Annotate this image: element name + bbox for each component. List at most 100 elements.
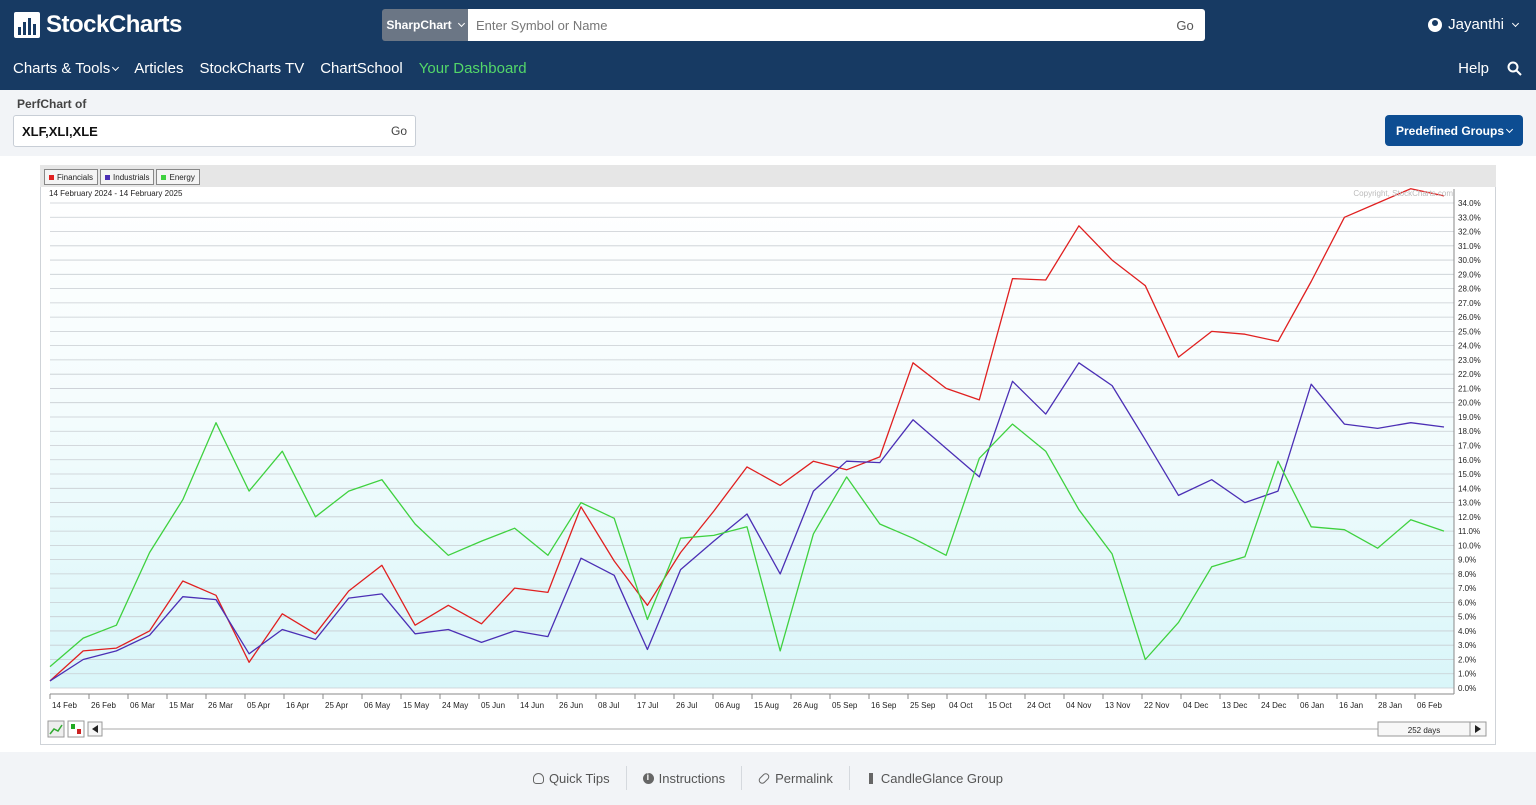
user-menu[interactable]: Jayanthi <box>1428 16 1520 33</box>
predefined-groups-button[interactable]: Predefined Groups <box>1385 115 1523 146</box>
x-tick-label: 26 Mar <box>208 701 233 710</box>
y-tick-label: 7.0% <box>1458 584 1476 593</box>
x-tick-label: 25 Sep <box>910 701 936 710</box>
x-tick-label: 05 Sep <box>832 701 858 710</box>
x-tick-label: 14 Feb <box>52 701 77 710</box>
x-tick-label: 16 Jan <box>1339 701 1363 710</box>
user-icon <box>1428 17 1443 32</box>
x-tick-label: 26 Feb <box>91 701 116 710</box>
perf-chart[interactable]: 0.0% 1.0% 2.0% 3.0% 4.0% 5.0% 6.0% 7.0% 8.0% 9.0%… <box>40 165 1496 745</box>
x-tick-label: 28 Jan <box>1378 701 1402 710</box>
perfchart-go-button[interactable]: Go <box>390 124 407 138</box>
chart-grid <box>50 189 1455 695</box>
series-line-financials <box>49 188 1445 682</box>
perfchart-label: PerfChart of <box>17 97 87 111</box>
x-tick-label: 15 Oct <box>988 701 1012 710</box>
x-tick-label: 15 May <box>403 701 429 710</box>
legend-industrials[interactable]: Industrials <box>100 169 155 185</box>
y-tick-label: 13.0% <box>1458 499 1481 508</box>
x-tick-label: 05 Jun <box>481 701 505 710</box>
y-tick-label: 28.0% <box>1458 285 1481 294</box>
logo[interactable]: StockCharts <box>14 10 182 40</box>
x-tick-label: 04 Oct <box>949 701 973 710</box>
y-tick-label: 30.0% <box>1458 256 1481 265</box>
y-tick-label: 9.0% <box>1458 556 1476 565</box>
chart-type-dropdown[interactable]: SharpChart <box>382 9 468 41</box>
x-tick-label: 04 Nov <box>1066 701 1091 710</box>
candleglance-link[interactable]: CandleGlance Group <box>850 766 1019 790</box>
logo-icon <box>14 12 40 38</box>
x-tick-label: 08 Jul <box>598 701 620 710</box>
y-tick-label: 33.0% <box>1458 213 1481 222</box>
line-style-toggle[interactable] <box>47 720 65 738</box>
x-tick-label: 13 Dec <box>1222 701 1247 710</box>
arrow-left-icon <box>92 725 98 733</box>
x-tick-label: 25 Apr <box>325 701 348 710</box>
x-axis-ticks: 14 Feb 26 Feb 06 Mar 15 Mar 26 Mar 05 Apr 16 A… <box>49 694 1442 710</box>
perfchart-symbol-input[interactable] <box>14 117 383 145</box>
x-tick-label: 26 Jul <box>676 701 698 710</box>
legend-financials[interactable]: Financials <box>44 169 99 185</box>
y-tick-label: 10.0% <box>1458 541 1481 550</box>
chart-type-label: SharpChart <box>386 18 452 32</box>
y-tick-label: 23.0% <box>1458 356 1481 365</box>
range-days-label: 252 days <box>1408 726 1440 735</box>
y-tick-label: 3.0% <box>1458 641 1476 650</box>
y-tick-label: 27.0% <box>1458 299 1481 308</box>
x-tick-label: 04 Dec <box>1183 701 1208 710</box>
symbol-search: SharpChart Go <box>382 9 1205 41</box>
quick-tips-link[interactable]: Quick Tips <box>517 766 627 790</box>
y-tick-label: 29.0% <box>1458 270 1481 279</box>
legend-bar <box>40 165 1496 187</box>
series-line-industrials <box>49 362 1445 682</box>
nav-stockcharts-tv[interactable]: StockCharts TV <box>199 60 305 77</box>
y-tick-label: 5.0% <box>1458 613 1476 622</box>
candle-icon <box>71 724 75 729</box>
x-tick-label: 06 Jan <box>1300 701 1324 710</box>
search-icon[interactable] <box>1507 61 1522 76</box>
info-icon <box>642 772 654 784</box>
nav-articles[interactable]: Articles <box>134 60 184 77</box>
y-tick-label: 15.0% <box>1458 470 1481 479</box>
x-tick-label: 24 Dec <box>1261 701 1286 710</box>
x-tick-label: 26 Jun <box>559 701 583 710</box>
y-tick-label: 16.0% <box>1458 456 1481 465</box>
y-tick-label: 26.0% <box>1458 313 1481 322</box>
y-tick-label: 19.0% <box>1458 413 1481 422</box>
nav-your-dashboard[interactable]: Your Dashboard <box>418 60 527 77</box>
legend-energy[interactable]: Energy <box>156 169 200 185</box>
search-input[interactable] <box>468 9 1165 41</box>
y-tick-label: 21.0% <box>1458 384 1481 393</box>
help-link[interactable]: Help <box>1458 60 1489 77</box>
x-tick-label: 06 Aug <box>715 701 740 710</box>
nav-right: Help <box>1458 60 1522 77</box>
x-tick-label: 22 Nov <box>1144 701 1169 710</box>
main-nav: Charts & Tools Articles StockCharts TV C… <box>13 60 527 77</box>
x-tick-label: 14 Jun <box>520 701 544 710</box>
y-tick-label: 22.0% <box>1458 370 1481 379</box>
chart-footer: Quick Tips Instructions Permalink Candle… <box>0 760 1536 796</box>
x-tick-label: 16 Sep <box>871 701 897 710</box>
y-tick-label: 32.0% <box>1458 228 1481 237</box>
legend-swatch <box>105 174 111 180</box>
candlestick-icon <box>868 772 873 784</box>
instructions-link[interactable]: Instructions <box>627 766 743 790</box>
x-tick-label: 06 Mar <box>130 701 155 710</box>
x-tick-label: 06 May <box>364 701 390 710</box>
x-tick-label: 13 Nov <box>1105 701 1130 710</box>
chart-legend: Financials Industrials Energy <box>44 169 200 185</box>
nav-chartschool[interactable]: ChartSchool <box>320 60 403 77</box>
chevron-down-icon <box>1505 125 1514 133</box>
chevron-down-icon <box>1511 19 1520 27</box>
x-tick-label: 06 Feb <box>1417 701 1442 710</box>
y-tick-label: 6.0% <box>1458 598 1476 607</box>
line-chart-icon <box>49 724 63 735</box>
logo-text: StockCharts <box>46 11 182 38</box>
search-go-button[interactable]: Go <box>1165 9 1205 41</box>
permalink-link[interactable]: Permalink <box>742 766 850 790</box>
y-tick-label: 25.0% <box>1458 327 1481 336</box>
nav-charts-tools[interactable]: Charts & Tools <box>13 60 120 77</box>
perfchart-symbol-box: Go <box>13 115 416 147</box>
x-tick-label: 16 Apr <box>286 701 309 710</box>
candle-style-toggle[interactable] <box>67 720 85 738</box>
